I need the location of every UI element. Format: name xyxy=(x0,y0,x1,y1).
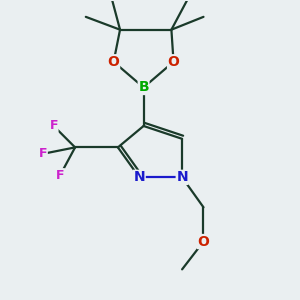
Text: N: N xyxy=(134,170,145,184)
Text: O: O xyxy=(168,55,179,69)
Text: O: O xyxy=(108,55,120,69)
Text: F: F xyxy=(50,119,58,133)
Text: B: B xyxy=(138,80,149,94)
Text: F: F xyxy=(39,147,47,160)
Text: O: O xyxy=(198,235,209,248)
Text: F: F xyxy=(56,169,64,182)
Text: N: N xyxy=(176,170,188,184)
